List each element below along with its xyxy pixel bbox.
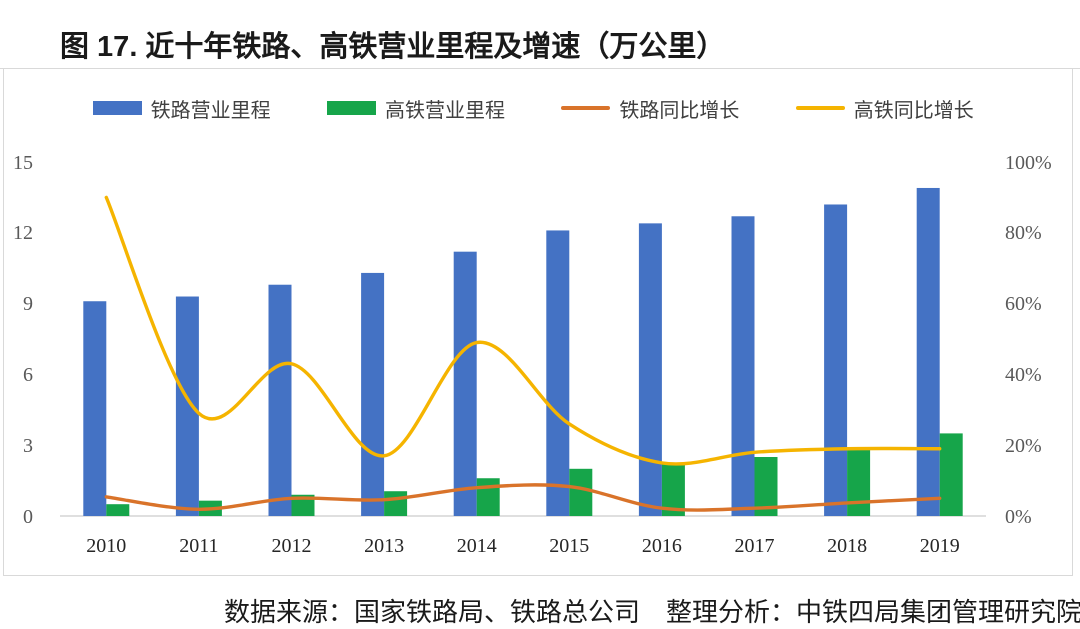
svg-text:2014: 2014	[457, 535, 497, 557]
svg-text:40%: 40%	[1005, 364, 1042, 386]
svg-text:2010: 2010	[86, 535, 126, 557]
svg-text:2019: 2019	[920, 535, 960, 557]
svg-text:2018: 2018	[827, 535, 867, 557]
svg-text:15: 15	[13, 152, 33, 174]
svg-text:6: 6	[23, 364, 33, 386]
svg-text:2012: 2012	[272, 535, 312, 557]
svg-text:2013: 2013	[364, 535, 404, 557]
svg-text:20%: 20%	[1005, 435, 1042, 457]
svg-text:12: 12	[13, 222, 33, 244]
svg-text:3: 3	[23, 435, 33, 457]
svg-text:60%: 60%	[1005, 293, 1042, 315]
svg-text:2016: 2016	[642, 535, 682, 557]
svg-text:0: 0	[23, 506, 33, 528]
svg-text:80%: 80%	[1005, 222, 1042, 244]
svg-text:2015: 2015	[549, 535, 589, 557]
svg-text:9: 9	[23, 293, 33, 315]
svg-text:100%: 100%	[1005, 152, 1052, 174]
svg-text:2011: 2011	[179, 535, 218, 557]
svg-text:0%: 0%	[1005, 506, 1032, 528]
svg-text:2017: 2017	[735, 535, 775, 557]
